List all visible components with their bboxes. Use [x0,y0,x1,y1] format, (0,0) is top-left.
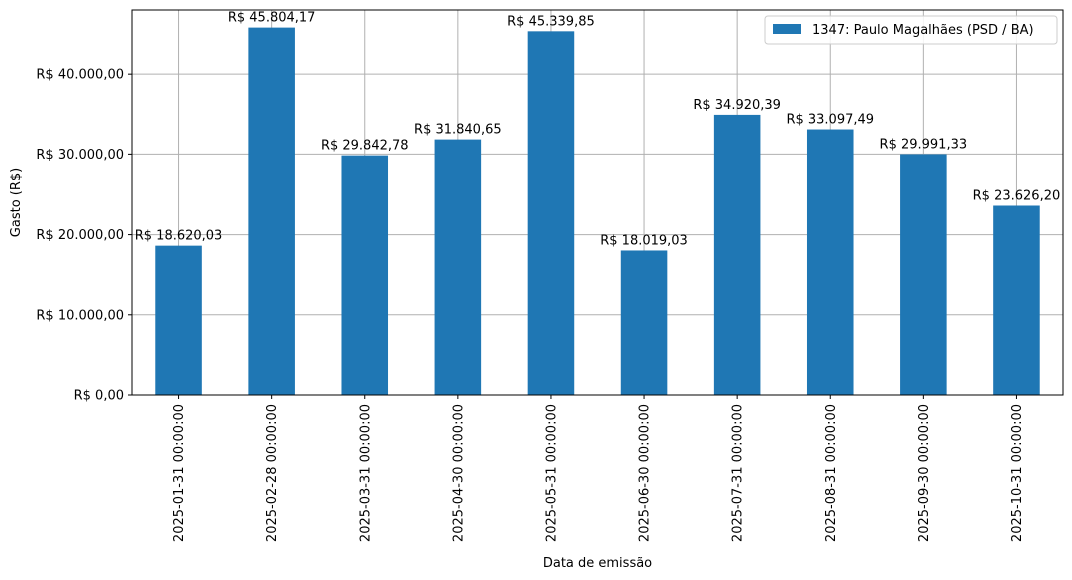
y-tick-label: R$ 30.000,00 [36,148,124,163]
x-axis-title: Data de emissão [543,556,652,571]
bars-layer [155,27,1040,396]
y-axis-title: Gasto (R$) [9,168,24,237]
x-tick-label: 2025-05-31 00:00:00 [544,404,559,542]
bar-value-label: R$ 18.620,03 [135,229,223,244]
x-tick-label: 2025-04-30 00:00:00 [451,404,466,542]
bar [527,31,575,396]
bar-value-label: R$ 45.339,85 [507,14,595,29]
bar [155,245,202,395]
bar [993,205,1040,395]
bar-value-label: R$ 18.019,03 [600,233,688,248]
x-tick-label: 2025-01-31 00:00:00 [172,404,187,542]
data-labels-layer: R$ 18.620,03 R$ 45.804,17 R$ 29.842,78 R$ 3… [135,11,1061,249]
bar [434,139,482,395]
legend-frame [764,15,1058,45]
x-tick-label: 2025-10-31 00:00:00 [1010,404,1025,542]
bar-value-label: R$ 33.097,49 [786,113,874,128]
legend-entry-label: 1347: Paulo Magalhães (PSD / BA) [812,23,1034,38]
bar-value-label: R$ 45.804,17 [228,11,316,26]
plot-frame [131,9,1064,396]
ticks-layer: R$ 0,00 R$ 10.000,00 R$ 20.000,00 R$ 30.000… [36,68,1025,542]
bar-value-label: R$ 29.991,33 [880,137,968,152]
x-tick-label: 2025-09-30 00:00:00 [917,404,932,542]
bar [248,27,295,395]
bar-value-label: R$ 31.840,65 [414,123,502,138]
x-tick-label: 2025-08-31 00:00:00 [824,404,839,542]
x-tick-label: 2025-07-31 00:00:00 [731,404,746,542]
x-tick-label: 2025-02-28 00:00:00 [265,404,280,542]
legend-swatch [773,24,801,34]
x-tick-label: 2025-03-31 00:00:00 [358,404,373,542]
bar-value-label: R$ 29.842,78 [321,139,409,154]
bar [713,114,761,396]
y-tick-label: R$ 10.000,00 [36,308,124,323]
bar [900,154,947,395]
bar [341,155,389,395]
x-tick-label: 2025-06-30 00:00:00 [638,404,653,542]
bar-value-label: R$ 23.626,20 [973,188,1061,203]
bar-value-label: R$ 34.920,39 [693,98,781,113]
bar [620,250,668,395]
legend: 1347: Paulo Magalhães (PSD / BA) [764,15,1058,45]
y-tick-label: R$ 0,00 [74,389,124,404]
bar [806,129,854,395]
y-tick-label: R$ 20.000,00 [36,228,124,243]
y-tick-label: R$ 40.000,00 [36,68,124,83]
